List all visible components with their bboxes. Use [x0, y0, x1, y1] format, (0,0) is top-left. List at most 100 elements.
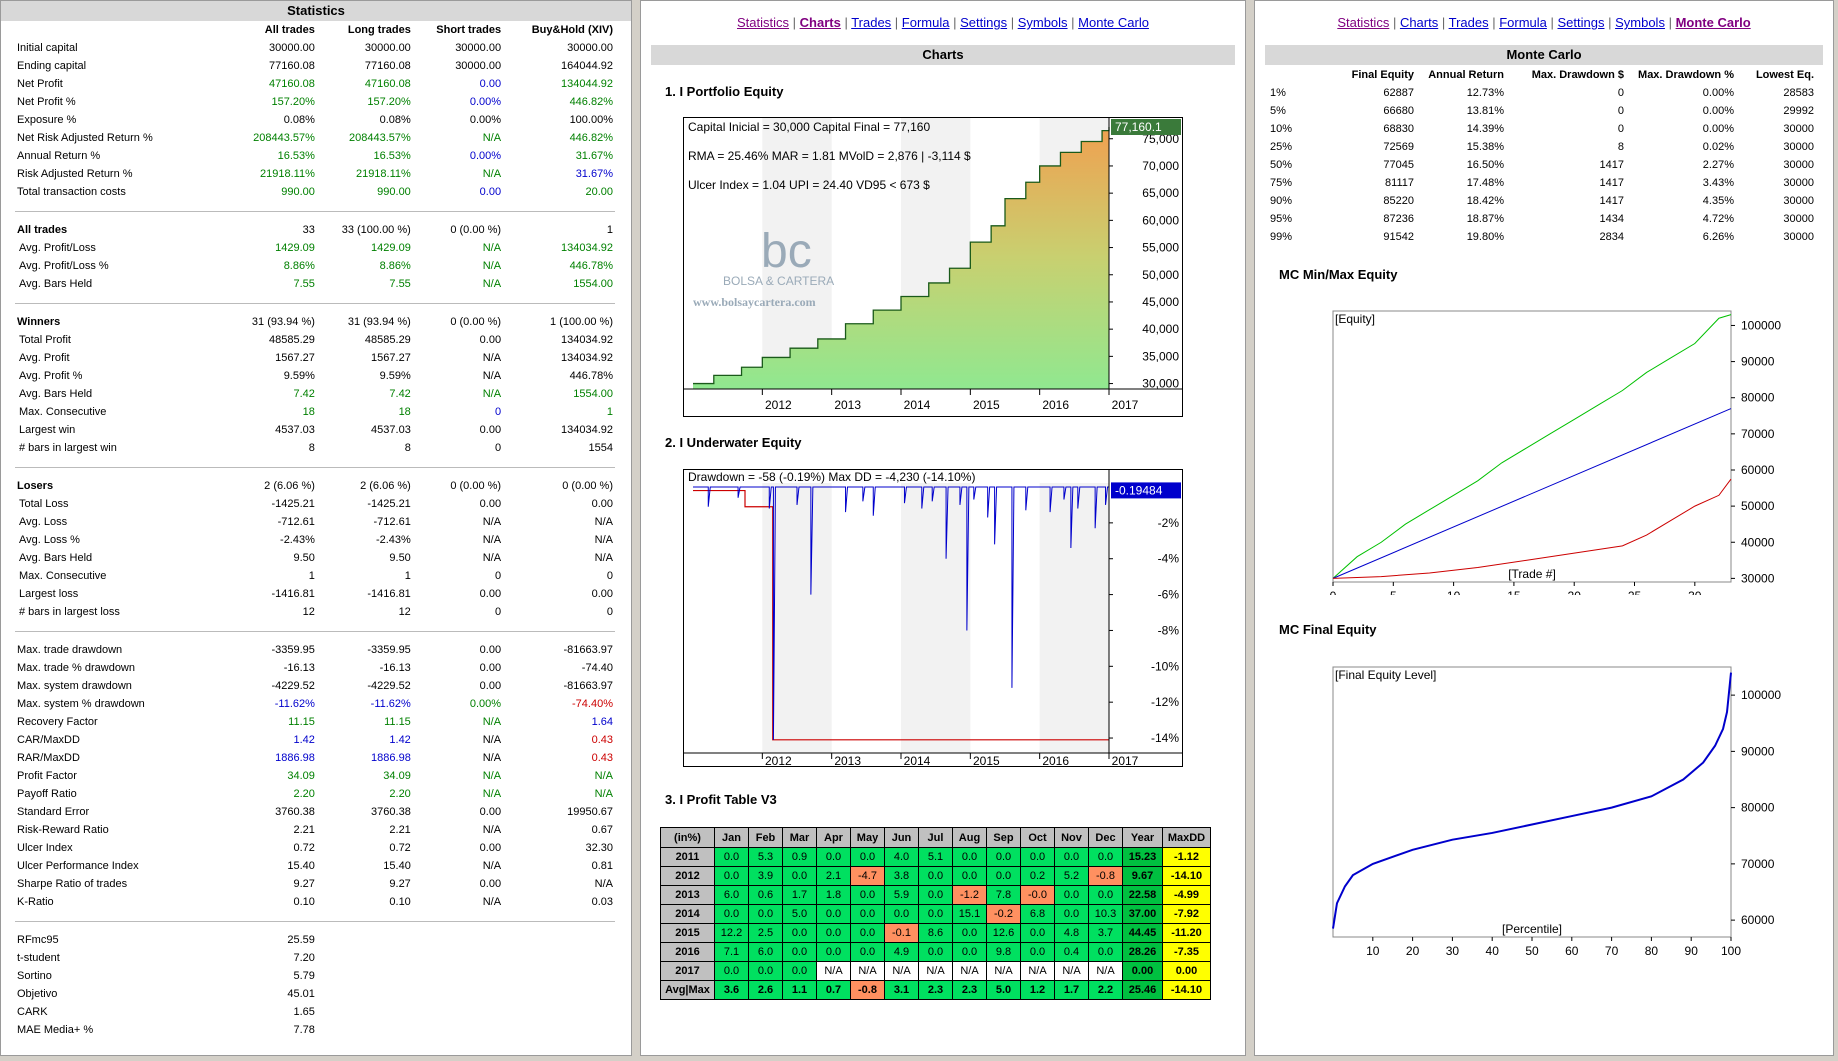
- stats-label: Largest loss: [19, 588, 79, 600]
- stats-value: 77160.08: [364, 60, 411, 72]
- stats-value: 0: [494, 442, 502, 454]
- stats-label: Avg. Profit: [19, 352, 70, 364]
- stats-value: 0 (0.00 %): [450, 316, 502, 328]
- statistics-table: All trades Long trades Short trades Buy&Hol…: [15, 21, 615, 1039]
- nav-link-charts[interactable]: Charts: [1399, 15, 1439, 30]
- stats-row: MAE Media+ % 7.78: [15, 1021, 615, 1039]
- stats-value: 19950.67: [567, 806, 613, 818]
- y-axis-title: [Final Equity Level]: [1335, 668, 1436, 682]
- stats-value: 8.86%: [379, 260, 411, 272]
- stats-value: 7.42: [293, 388, 315, 400]
- x-axis-title: [Trade #]: [1508, 567, 1556, 581]
- y-tick-label: 100000: [1741, 318, 1781, 332]
- stats-row: Avg. Loss -712.61 -712.61 N/A N/A: [15, 513, 615, 531]
- stats-value: 134034.92: [561, 242, 613, 254]
- mc-percentile: 99%: [1270, 231, 1293, 243]
- mc-value: 8: [1617, 141, 1624, 153]
- x-tick-label: 15: [1507, 589, 1521, 595]
- stats-value: 2.21: [389, 824, 411, 836]
- nav-link-charts[interactable]: Charts: [799, 15, 841, 30]
- stats-label: RFmc95: [17, 934, 59, 946]
- profit-cell: 0.0: [816, 923, 851, 943]
- profit-cell: -14.10: [1162, 866, 1211, 886]
- y-tick-label: 50000: [1741, 499, 1775, 513]
- stats-value: N/A: [482, 132, 502, 144]
- underwater-equity-chart: -2% -4% -6% -8% -10% -12% -14% 2012 2013 2014 2015…: [683, 469, 1183, 767]
- nav-link-formula[interactable]: Formula: [1499, 15, 1547, 30]
- stats-value: N/A: [482, 552, 502, 564]
- nav-link-symbols[interactable]: Symbols: [1017, 15, 1068, 30]
- profit-col-header: May: [850, 827, 885, 848]
- mc-value: 85220: [1383, 195, 1414, 207]
- stats-value: 30000.00: [455, 42, 502, 54]
- stats-row: Avg. Bars Held 9.50 9.50 N/A N/A: [15, 549, 615, 567]
- nav-link-monte-carlo[interactable]: Monte Carlo: [1675, 15, 1751, 30]
- y-tick-label: -10%: [1151, 659, 1179, 673]
- stats-value: 8: [404, 442, 411, 454]
- profit-cell: 0.7: [816, 980, 851, 1000]
- profit-table: (in%) Jan Feb Mar Apr May Jun Jul Aug Sep Oct Nov De…: [660, 827, 1211, 1000]
- stats-value: -16.13: [283, 662, 315, 674]
- stats-label: Avg. Bars Held: [19, 388, 93, 400]
- y-tick-label: 80000: [1741, 391, 1775, 405]
- stats-value: 3760.38: [371, 806, 411, 818]
- profit-cell: 0.0: [714, 961, 749, 981]
- stats-col-header: All trades: [264, 24, 315, 36]
- bc-logo-icon: bc: [761, 225, 812, 278]
- stats-row: Ulcer Index 0.72 0.72 0.00 32.30: [15, 839, 615, 857]
- stats-row: Largest win 4537.03 4537.03 0.00 134034.92: [15, 421, 615, 439]
- stats-value: 2.20: [293, 788, 315, 800]
- nav-link-settings[interactable]: Settings: [1557, 15, 1605, 30]
- stats-value: 0.00: [479, 424, 502, 436]
- stats-value: 157.20%: [271, 96, 315, 108]
- year-band: [1039, 483, 1109, 753]
- x-tick-label: 2013: [834, 398, 861, 412]
- stats-row: Annual Return % 16.53% 16.53% 0.00% 31.67%: [15, 147, 615, 165]
- nav-link-statistics[interactable]: Statistics: [737, 15, 790, 30]
- profit-cell: N/A: [986, 961, 1021, 981]
- stats-label: Ending capital: [17, 60, 87, 72]
- series-line: [1332, 408, 1732, 579]
- nav-link-formula[interactable]: Formula: [901, 15, 950, 30]
- nav-link-monte-carlo[interactable]: Monte Carlo: [1078, 15, 1149, 30]
- profit-cell: N/A: [1020, 961, 1055, 981]
- stats-value: 1567.27: [371, 352, 411, 364]
- nav-separator: |: [949, 15, 961, 30]
- mc-value: 30000: [1783, 141, 1814, 153]
- nav-link-statistics[interactable]: Statistics: [1337, 15, 1390, 30]
- profit-cell: 7.8: [986, 885, 1021, 905]
- stats-value: 25.59: [287, 934, 315, 946]
- nav-link-settings[interactable]: Settings: [960, 15, 1008, 30]
- nav-link-trades[interactable]: Trades: [851, 15, 892, 30]
- stats-value: N/A: [482, 242, 502, 254]
- stats-value: N/A: [482, 752, 502, 764]
- stats-value: 15.40: [383, 860, 411, 872]
- mc-value: 17.48%: [1466, 177, 1504, 189]
- stats-value: 0.08%: [283, 114, 315, 126]
- profit-cell: 0.0: [918, 942, 953, 962]
- profit-cell: 12.2: [714, 923, 749, 943]
- stats-value: -1416.81: [271, 588, 315, 600]
- y-tick-label: 40000: [1741, 535, 1775, 549]
- stats-value: 0.00: [479, 878, 502, 890]
- stats-row: # bars in largest win 8 8 0 1554: [15, 439, 615, 457]
- profit-table-row: 2017 0.0 0.0 0.0 N/A N/A N/A N/A N/A N/A N/A N/A N/A…: [660, 961, 1211, 981]
- nav-link-symbols[interactable]: Symbols: [1615, 15, 1665, 30]
- mc-col-header: Lowest Eq.: [1755, 69, 1814, 81]
- mc-value: 1417: [1599, 177, 1624, 189]
- profit-row-label: Avg|Max: [660, 980, 715, 1000]
- stats-value: 8: [308, 442, 315, 454]
- profit-cell: 0.0: [1054, 904, 1089, 924]
- stats-value: -4229.52: [271, 680, 315, 692]
- stats-value: -712.61: [373, 516, 411, 528]
- stats-label: # bars in largest loss: [19, 606, 120, 618]
- stats-row: Max. system drawdown -4229.52 -4229.52 0.00…: [15, 677, 615, 695]
- stats-value: 0.00%: [469, 114, 502, 126]
- equity-area: [693, 127, 1109, 389]
- stats-value: -1425.21: [271, 498, 315, 510]
- nav-link-trades[interactable]: Trades: [1448, 15, 1489, 30]
- stats-value: 45.01: [287, 988, 315, 1000]
- stats-value: 0 (0.00 %): [450, 224, 502, 236]
- x-axis-title: [Percentile]: [1502, 922, 1562, 936]
- stats-value: 1: [606, 224, 613, 236]
